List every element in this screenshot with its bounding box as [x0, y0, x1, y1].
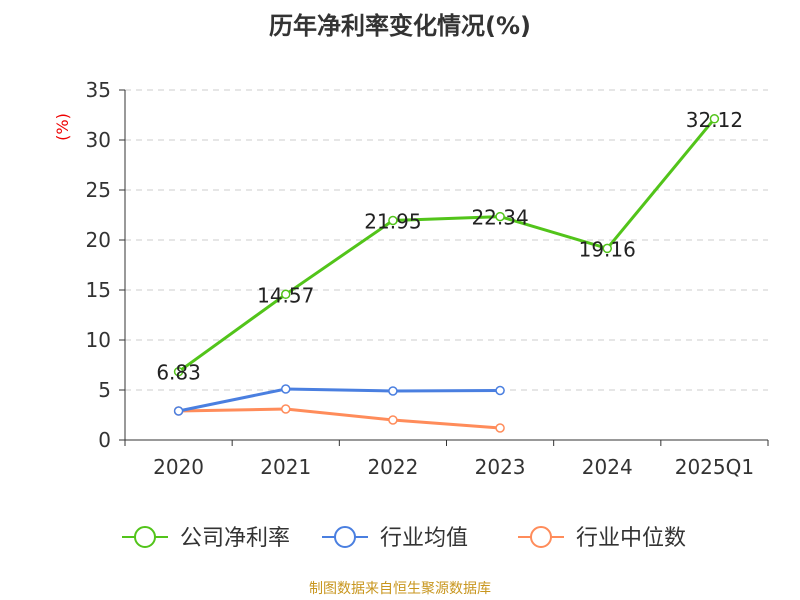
x-tick-label: 2023	[475, 455, 526, 479]
y-tick-label: 35	[86, 78, 111, 102]
data-point	[388, 215, 398, 226]
x-tick-label: 2025Q1	[675, 455, 754, 479]
data-label: 6.83	[156, 361, 201, 385]
data-point	[495, 211, 505, 222]
y-tick-label: 20	[86, 228, 111, 252]
legend-marker	[334, 526, 356, 548]
legend-marker	[134, 526, 156, 548]
data-label: 22.34	[471, 206, 528, 230]
y-tick-label: 30	[86, 128, 111, 152]
series-line	[178, 387, 501, 413]
data-point	[602, 243, 612, 254]
data-point	[495, 385, 505, 396]
series-line	[178, 407, 501, 430]
data-point	[173, 366, 184, 377]
data-point	[709, 114, 720, 124]
x-tick-label: 2024	[582, 455, 633, 479]
data-label: 19.16	[579, 237, 636, 261]
data-label: 32.12	[686, 108, 743, 132]
data-label: 14.57	[257, 283, 314, 307]
x-tick-label: 2021	[260, 455, 311, 479]
y-tick-label: 5	[98, 378, 111, 402]
series-line	[177, 117, 716, 373]
data-label: 21.95	[364, 210, 421, 234]
y-axis-label: (%)	[53, 113, 72, 141]
y-tick-label: 0	[98, 428, 111, 452]
data-point	[388, 386, 398, 396]
x-tick-label: 2020	[153, 455, 204, 479]
y-tick-label: 15	[86, 278, 111, 302]
x-tick-label: 2022	[367, 455, 418, 479]
legend-label: 行业均值	[380, 526, 468, 551]
legend-label: 公司净利率	[180, 526, 290, 551]
y-tick-label: 25	[86, 178, 111, 202]
data-point	[281, 289, 291, 300]
y-tick-label: 10	[86, 328, 111, 352]
data-point	[281, 404, 291, 414]
data-point	[388, 415, 398, 425]
source-note: 制图数据来自恒生聚源数据库	[309, 581, 491, 597]
legend-label: 行业中位数	[576, 526, 686, 551]
data-point	[495, 423, 505, 433]
data-point	[281, 384, 291, 394]
legend-marker	[530, 526, 552, 548]
chart-title: 历年净利率变化情况(%)	[269, 12, 531, 40]
data-point	[173, 406, 184, 416]
